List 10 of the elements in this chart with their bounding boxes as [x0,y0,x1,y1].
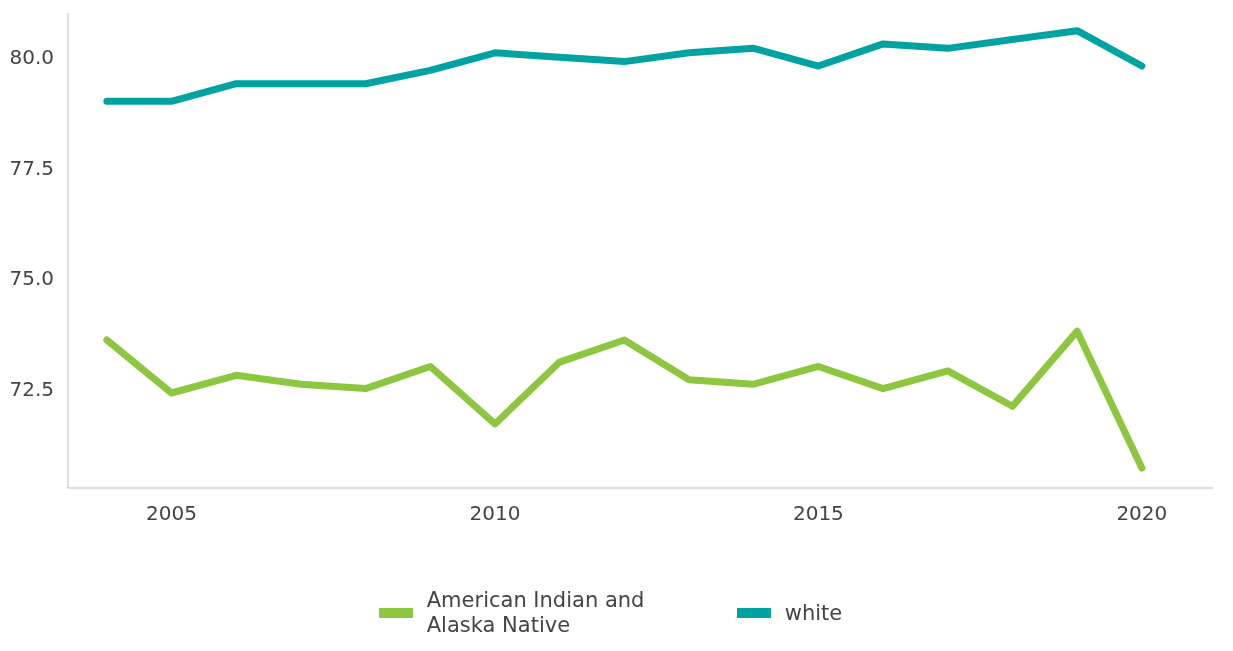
y-tick-label: 75.0 [9,266,54,291]
x-tick-label: 2005 [146,501,197,526]
legend-label: white [784,600,843,626]
legend-label: American Indian and Alaska Native [426,588,646,638]
y-tick-label: 72.5 [9,376,54,401]
y-tick-label: 77.5 [9,155,54,180]
y-tick-label: 80.0 [9,45,54,70]
x-tick-label: 2020 [1116,501,1168,526]
x-tick-label: 2015 [792,501,844,526]
x-tick-label: 2010 [469,501,521,526]
